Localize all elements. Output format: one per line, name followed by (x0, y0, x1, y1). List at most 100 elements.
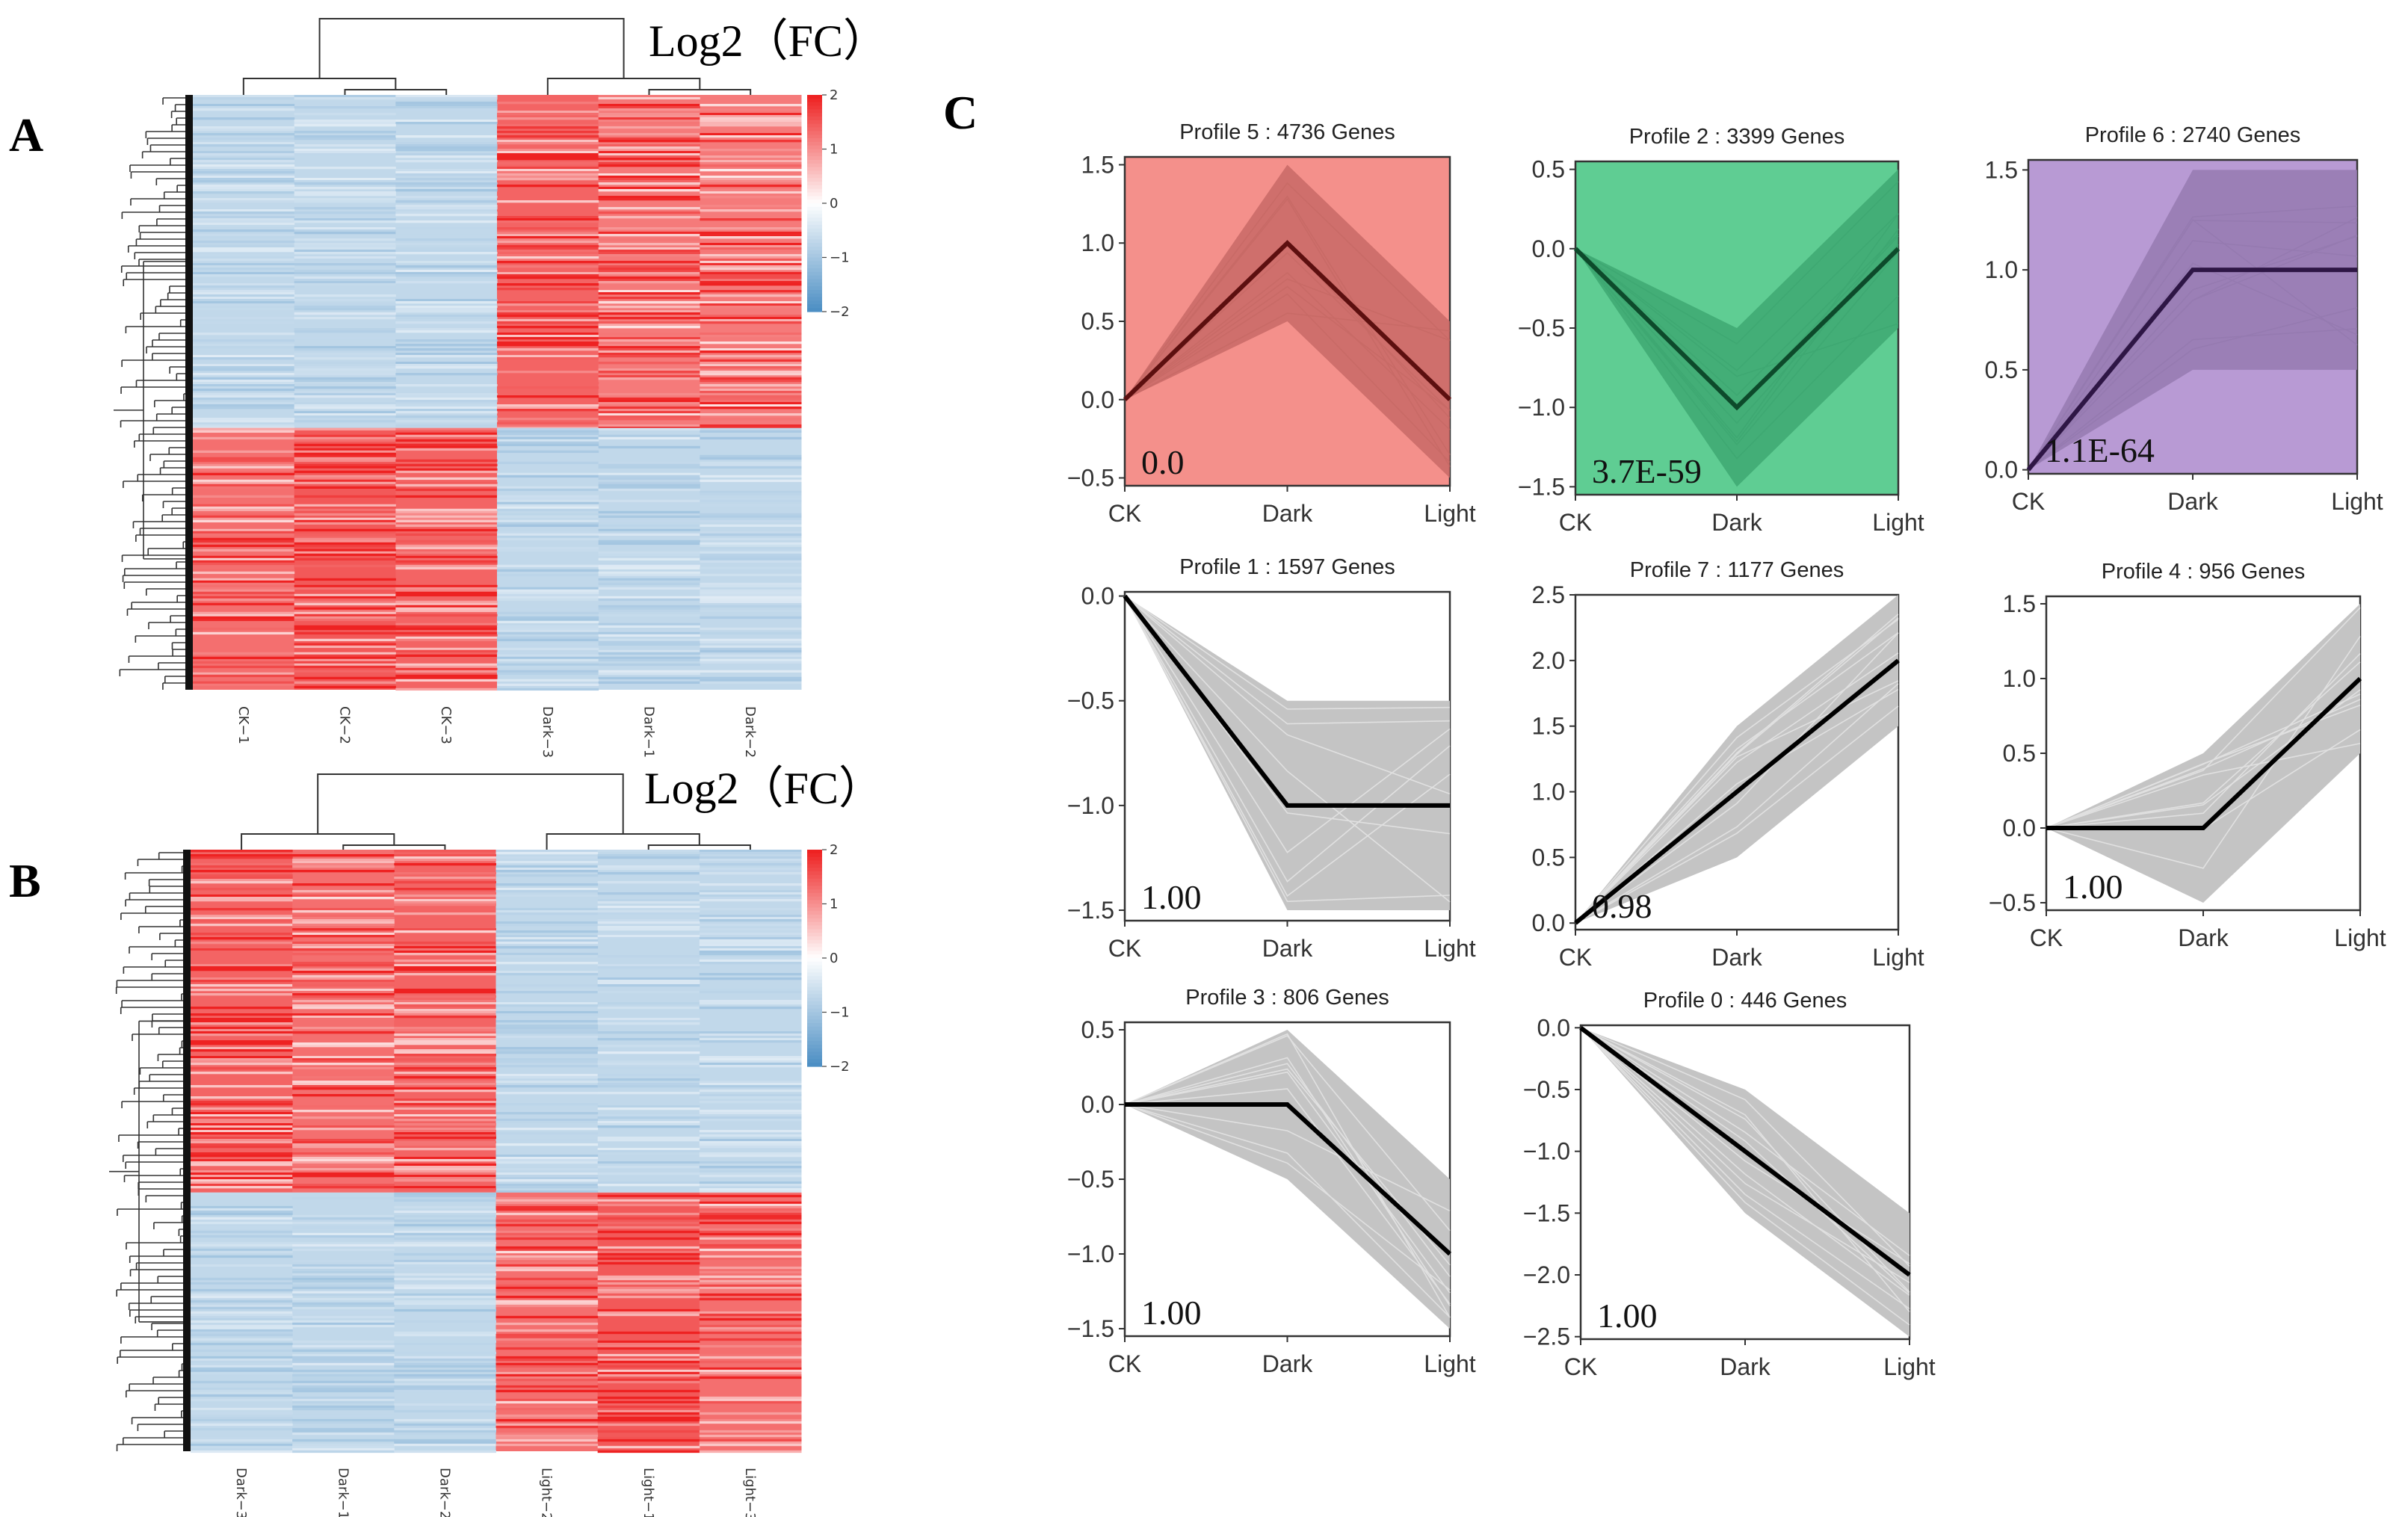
heatmap-row-band (496, 935, 599, 938)
heatmap-row-band (497, 245, 599, 248)
heatmap-row-band (497, 631, 599, 635)
heatmap-row-band (597, 906, 700, 909)
heatmap-row-band (699, 890, 802, 893)
heatmap-row-band (597, 1374, 700, 1377)
heatmap-row-band (597, 1255, 700, 1258)
heatmap-row-band (193, 283, 295, 286)
heatmap-row-band (496, 1387, 599, 1391)
heatmap-row-band (699, 1311, 802, 1314)
legend-swatch (807, 239, 822, 244)
heatmap-row-band (700, 466, 802, 469)
heatmap-row-band (699, 1450, 802, 1453)
legend-swatch (807, 138, 822, 143)
heatmap-row-band (193, 557, 295, 561)
heatmap-row-band (193, 167, 295, 170)
heatmap-row-band (292, 1382, 395, 1386)
heatmap-row-band (700, 517, 802, 521)
heatmap-row-band (497, 688, 599, 691)
heatmap-row-band (292, 1356, 395, 1359)
legend-swatch (807, 170, 822, 175)
heatmap-row-band (496, 1237, 599, 1241)
heatmap-row-band (294, 194, 396, 197)
legend-swatch (807, 228, 822, 233)
heatmap-row-band (598, 375, 700, 378)
heatmap-row-band (700, 124, 802, 127)
heatmap-row-band (699, 1130, 802, 1133)
heatmap-row-band (394, 1002, 496, 1005)
legend-swatch (807, 1001, 822, 1006)
heatmap-row-band (496, 1342, 599, 1346)
heatmap-row-band (394, 903, 496, 906)
dendrogram-leaf (129, 892, 191, 900)
heatmap-row-band (394, 1374, 496, 1377)
heatmap-row-band (496, 1333, 599, 1337)
heatmap-row-band (598, 115, 700, 118)
heatmap-row-band (191, 977, 293, 980)
profile-title: Profile 5 : 4736 Genes (1179, 120, 1395, 144)
heatmap-row-band (294, 427, 396, 431)
heatmap-row-band (193, 398, 295, 401)
heatmap-row-band (597, 1166, 700, 1169)
heatmap-row-band (191, 1295, 293, 1299)
legend-swatch (807, 265, 822, 269)
heatmap-row-band (191, 908, 293, 911)
heatmap-row-band (700, 178, 802, 181)
heatmap-row-band (597, 1356, 700, 1359)
heatmap-row-band (496, 1161, 599, 1164)
heatmap-row-band (292, 1045, 395, 1048)
dendrogram-leaf (120, 1336, 191, 1344)
heatmap-row-band (598, 306, 700, 309)
heatmap-row-band (193, 679, 295, 682)
dendrogram-leaf (129, 1269, 191, 1276)
y-tick-label: 0.5 (1081, 1016, 1114, 1043)
heatmap-row-band (497, 439, 599, 442)
panel-label-b: B (9, 854, 41, 907)
heatmap-row-band (292, 1293, 395, 1297)
heatmap-row-band (699, 1239, 802, 1243)
heatmap-row-band (597, 977, 700, 980)
heatmap-row-band (395, 187, 498, 190)
heatmap-row-band (700, 627, 802, 631)
heatmap-row-band (394, 1351, 496, 1355)
heatmap-row-band (191, 888, 293, 891)
heatmap-row-band (497, 133, 599, 136)
heatmap-row-band (699, 1172, 802, 1175)
y-tick-label: −2.0 (1523, 1261, 1570, 1288)
heatmap-row-band (700, 600, 802, 604)
heatmap-row-band (497, 461, 599, 465)
heatmap-row-band (496, 1246, 599, 1249)
heatmap-row-band (395, 185, 498, 188)
heatmap-row-band (292, 1042, 395, 1045)
dendrogram-leaf (129, 1255, 191, 1263)
heatmap-row-band (395, 243, 498, 246)
dendrogram-leaf (123, 481, 193, 488)
heatmap-row-band (294, 454, 396, 458)
heatmap-row-band (597, 1007, 700, 1010)
heatmap-row-band (193, 393, 295, 396)
heatmap-row-band (598, 475, 700, 478)
heatmap-row-band (496, 1205, 599, 1209)
legend-swatch (807, 221, 822, 226)
legend-swatch (807, 214, 822, 218)
heatmap-row-band (700, 553, 802, 557)
heatmap-row-band (294, 654, 396, 658)
heatmap-row-band (700, 108, 802, 111)
heatmap-row-band (496, 953, 599, 956)
heatmap-row-band (191, 1110, 293, 1113)
heatmap-row-band (292, 883, 395, 886)
heatmap-row-band (699, 1279, 802, 1283)
legend-swatch (807, 882, 822, 886)
y-tick-label: −1.5 (1067, 1315, 1114, 1342)
heatmap-row-band (496, 1025, 599, 1028)
heatmap-row-band (700, 321, 802, 324)
heatmap-row-band (292, 1396, 395, 1400)
heatmap-row-band (497, 519, 599, 523)
heatmap-row-band (191, 1119, 293, 1122)
heatmap-row-band (700, 256, 802, 259)
heatmap-row-band (193, 591, 295, 595)
heatmap-row-band (292, 1248, 395, 1252)
heatmap-row-band (193, 218, 295, 221)
heatmap-row-band (497, 427, 599, 430)
heatmap-row-band (597, 1022, 700, 1025)
heatmap-row-band (598, 528, 700, 532)
